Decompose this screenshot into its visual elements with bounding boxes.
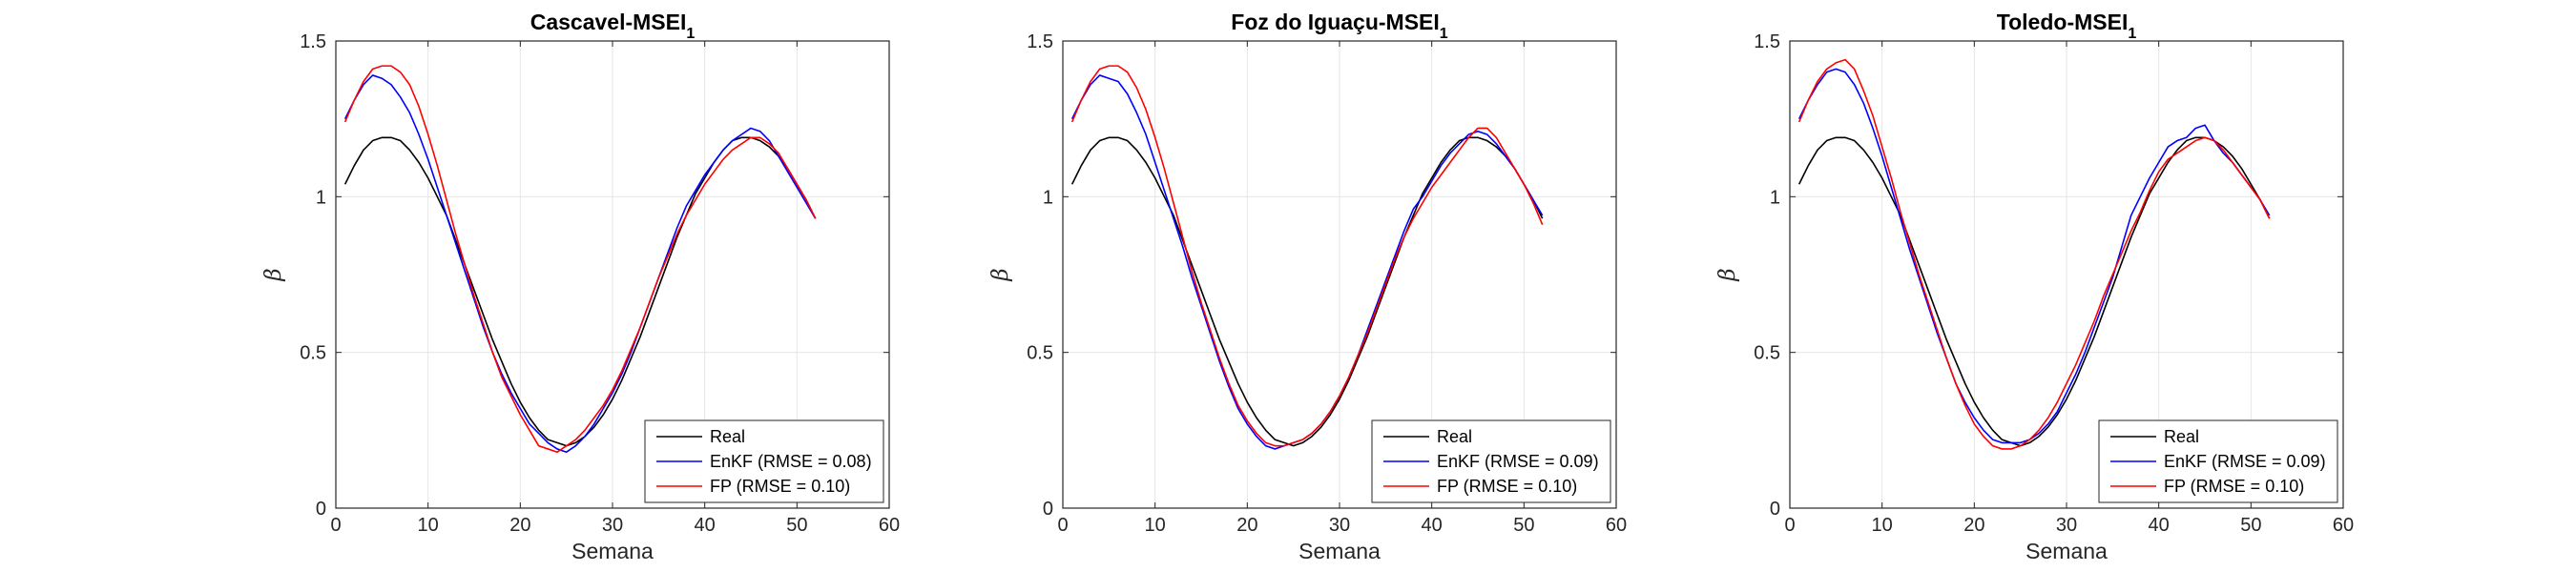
legend-label-2: EnKF (RMSE = 0.08)	[710, 452, 872, 471]
y-tick-label: 0.5	[1027, 343, 1053, 364]
x-tick-label: 60	[1606, 515, 1627, 536]
x-tick-label: 0	[1057, 515, 1068, 536]
chart-panel-1: 0 10 20 30 40 50 6000.511.5Cascavel-MSEI1Seman…	[261, 10, 900, 563]
y-axis-label: β	[261, 268, 286, 281]
x-tick-label: 20	[1236, 515, 1257, 536]
x-tick-label: 20	[509, 515, 530, 536]
y-tick-label: 0.5	[300, 343, 326, 364]
chart-title-text: Toledo-MSEI	[1997, 10, 2129, 34]
x-tick-label: 30	[2056, 515, 2077, 536]
chart-panel-3: 0 10 20 30 40 50 6000.511.5Toledo-MSEI1Semanaβ…	[1715, 10, 2354, 563]
legend-label-1: Real	[1437, 427, 1472, 446]
x-axis-label: Semana	[2025, 539, 2108, 563]
legend-label-3: FP (RMSE = 0.10)	[1437, 477, 1577, 496]
y-axis-label: β	[1715, 268, 1740, 281]
series-line-1	[343, 136, 817, 447]
chart-title-subscript: 1	[2128, 26, 2136, 42]
x-tick-label: 60	[879, 515, 900, 536]
x-tick-label: 10	[1145, 515, 1166, 536]
chart-title: Cascavel-MSEI1	[530, 10, 696, 42]
x-tick-label: 10	[1872, 515, 1893, 536]
legend: Real EnKF (RMSE = 0.08) FP (RMSE = 0.10)	[644, 419, 884, 503]
y-tick-label: 1	[316, 187, 326, 208]
y-tick-label: 0	[1770, 499, 1780, 520]
x-tick-label: 60	[2333, 515, 2354, 536]
chart-title-subscript: 1	[686, 26, 695, 42]
legend-label-1: Real	[2164, 427, 2199, 446]
x-tick-label: 50	[786, 515, 807, 536]
legend-label-2: EnKF (RMSE = 0.09)	[2164, 452, 2326, 471]
x-tick-label: 30	[602, 515, 623, 536]
y-tick-label: 1.5	[300, 31, 326, 52]
x-axis-label: Semana	[1298, 539, 1381, 563]
x-tick-label: 40	[1422, 515, 1443, 536]
y-tick-label: 0	[1043, 499, 1053, 520]
legend-label-3: FP (RMSE = 0.10)	[2164, 477, 2304, 496]
x-tick-label: 0	[330, 515, 341, 536]
x-tick-label: 50	[1513, 515, 1534, 536]
x-tick-label: 40	[695, 515, 716, 536]
y-tick-label: 1	[1043, 187, 1053, 208]
y-axis-label: β	[988, 268, 1013, 281]
chart-title-text: Cascavel-MSEI	[530, 10, 687, 34]
y-tick-label: 1.5	[1754, 31, 1780, 52]
x-axis-label: Semana	[571, 539, 654, 563]
legend-label-1: Real	[710, 427, 745, 446]
y-tick-label: 1	[1770, 187, 1780, 208]
series-line-2	[1797, 68, 2271, 444]
y-tick-label: 1.5	[1027, 31, 1053, 52]
x-tick-label: 40	[2149, 515, 2170, 536]
legend-label-2: EnKF (RMSE = 0.09)	[1437, 452, 1599, 471]
series-line-3	[1070, 65, 1544, 447]
chart-title-text: Foz do Iguaçu-MSEI	[1231, 10, 1440, 34]
x-tick-label: 20	[1963, 515, 1984, 536]
y-tick-label: 0	[316, 499, 326, 520]
series-line-3	[343, 65, 817, 454]
x-tick-label: 0	[1784, 515, 1795, 536]
series-line-2	[343, 74, 817, 454]
series-line-1	[1797, 136, 2271, 447]
legend: Real EnKF (RMSE = 0.09) FP (RMSE = 0.10)	[2098, 419, 2338, 503]
x-tick-label: 50	[2240, 515, 2261, 536]
legend: Real EnKF (RMSE = 0.09) FP (RMSE = 0.10)	[1371, 419, 1611, 503]
legend-label-3: FP (RMSE = 0.10)	[710, 477, 850, 496]
chart-title-subscript: 1	[1440, 26, 1448, 42]
chart-title: Foz do Iguaçu-MSEI1	[1231, 10, 1448, 42]
y-tick-label: 0.5	[1754, 343, 1780, 364]
series-line-3	[1797, 58, 2271, 450]
x-tick-label: 10	[418, 515, 439, 536]
x-tick-label: 30	[1329, 515, 1350, 536]
chart-title: Toledo-MSEI1	[1997, 10, 2137, 42]
